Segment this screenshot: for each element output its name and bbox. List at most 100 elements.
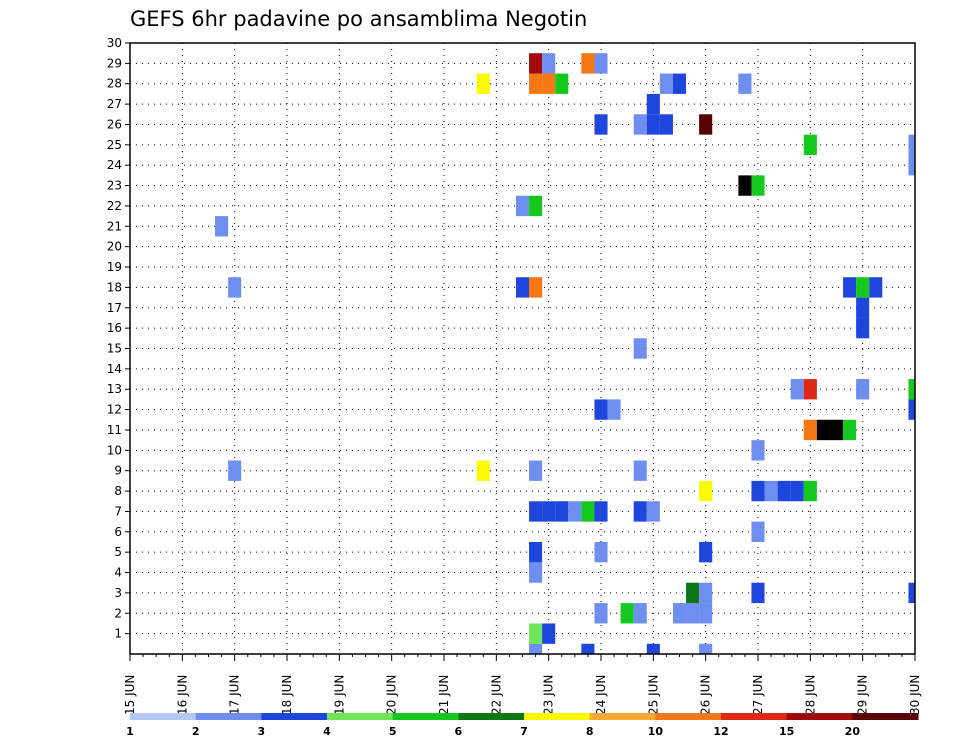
legend-label: 5 <box>389 725 397 738</box>
heatmap-cell <box>594 603 608 624</box>
heatmap-cell <box>633 501 647 522</box>
y-tick-label: 21 <box>107 219 122 233</box>
heatmap-cell <box>568 501 582 522</box>
legend-swatch <box>392 713 459 720</box>
heatmap-cell <box>529 277 543 298</box>
heatmap-cell <box>764 480 778 502</box>
heatmap-cell <box>529 541 543 563</box>
y-tick-label: 4 <box>114 566 122 580</box>
x-tick-label: 22 JUN <box>489 675 503 715</box>
y-tick-label: 12 <box>107 403 122 417</box>
heatmap-cell <box>529 53 543 74</box>
x-axis: 15 JUN 16 JUN 17 JUN 18 JUN 19 JUN 20 JUN 21 J… <box>123 654 922 715</box>
y-tick-label: 14 <box>107 362 122 376</box>
heatmap-cell <box>803 480 817 502</box>
legend-label: 4 <box>323 725 331 738</box>
y-tick-label: 13 <box>107 382 122 396</box>
heatmap-cell <box>751 440 765 461</box>
legend-swatch <box>589 713 656 720</box>
legend-label: 1 <box>126 725 134 738</box>
heatmap-cell <box>699 643 713 654</box>
legend-label: 12 <box>713 725 728 738</box>
legend-label: 7 <box>520 725 528 738</box>
heatmap-cell <box>529 195 543 217</box>
x-tick-label: 16 JUN <box>175 675 189 715</box>
heatmap-cell <box>555 501 569 522</box>
legend-swatch <box>786 713 853 720</box>
legend-swatch <box>721 713 788 720</box>
heatmap-cell <box>529 501 543 522</box>
x-tick-label: 15 JUN <box>123 675 137 715</box>
x-tick-label: 19 JUN <box>332 675 346 715</box>
heatmap-cell <box>542 53 556 74</box>
y-tick-label: 30 <box>107 36 122 50</box>
heatmap-cell <box>699 603 713 624</box>
heatmap-cell <box>594 53 608 74</box>
y-tick-label: 1 <box>114 627 122 641</box>
heatmap-cell <box>659 73 673 94</box>
heatmap-cell <box>856 277 870 298</box>
y-tick-label: 25 <box>107 138 122 152</box>
x-tick-label: 23 JUN <box>542 675 556 715</box>
heatmap-cell <box>738 175 752 196</box>
legend-swatch <box>524 713 591 720</box>
heatmap-cell <box>529 643 543 654</box>
legend-swatch <box>261 713 328 720</box>
y-tick-label: 11 <box>107 423 122 437</box>
heatmap-cell <box>908 379 915 400</box>
heatmap-cell <box>751 521 765 542</box>
heatmap-cell <box>581 501 595 522</box>
x-tick-label: 29 JUN <box>856 675 870 715</box>
y-tick-label: 3 <box>114 586 122 600</box>
y-tick-label: 19 <box>107 260 122 274</box>
y-tick-label: 27 <box>107 97 122 111</box>
legend-label: 2 <box>192 725 200 738</box>
heatmap-cell <box>869 277 883 298</box>
y-tick-label: 24 <box>107 158 122 172</box>
heatmap-cell <box>751 582 765 604</box>
legend-swatch <box>327 713 394 720</box>
heatmap-cell <box>529 460 543 481</box>
y-axis: 1234567891011121314151617181920212223242… <box>107 36 130 641</box>
heatmap-cell <box>790 480 804 502</box>
y-tick-label: 23 <box>107 179 122 193</box>
heatmap-cell <box>908 582 915 604</box>
heatmap-cell <box>699 114 713 135</box>
y-tick-label: 20 <box>107 240 122 254</box>
legend-label: 8 <box>586 725 594 738</box>
y-tick-label: 10 <box>107 443 122 457</box>
heatmap-cell <box>646 93 660 115</box>
heatmap-cell <box>816 419 830 441</box>
heatmap-cell <box>790 379 804 400</box>
legend-swatch <box>852 713 919 720</box>
heatmap-cell <box>594 114 608 135</box>
x-tick-label: 20 JUN <box>385 675 399 715</box>
heatmap-cell <box>699 480 713 502</box>
x-tick-label: 30 JUN <box>908 675 922 715</box>
legend-label: 6 <box>455 725 463 738</box>
y-tick-label: 29 <box>107 56 122 70</box>
legend-label: 10 <box>648 725 664 738</box>
heatmap-cell <box>646 114 660 135</box>
heatmap-cell <box>843 277 857 298</box>
heatmap-cell <box>686 582 700 604</box>
heatmap-cell <box>843 419 857 441</box>
heatmap-cell <box>581 53 595 74</box>
heatmap-cell <box>228 277 242 298</box>
heatmap-cell <box>228 460 242 481</box>
heatmap-cell <box>542 623 556 644</box>
heatmap-cell <box>607 399 621 420</box>
y-tick-label: 5 <box>114 545 122 559</box>
heatmap-cell <box>659 114 673 135</box>
heatmap-cell <box>633 603 647 624</box>
heatmap-cell <box>476 460 490 481</box>
heatmap-cell <box>908 399 915 420</box>
heatmap-cell <box>646 501 660 522</box>
heatmap-cell <box>215 216 229 237</box>
heatmap-cell <box>581 643 595 654</box>
heatmap-cell <box>856 317 870 339</box>
y-tick-label: 18 <box>107 280 122 294</box>
x-tick-label: 28 JUN <box>803 675 817 715</box>
heatmap-cell <box>529 73 543 94</box>
